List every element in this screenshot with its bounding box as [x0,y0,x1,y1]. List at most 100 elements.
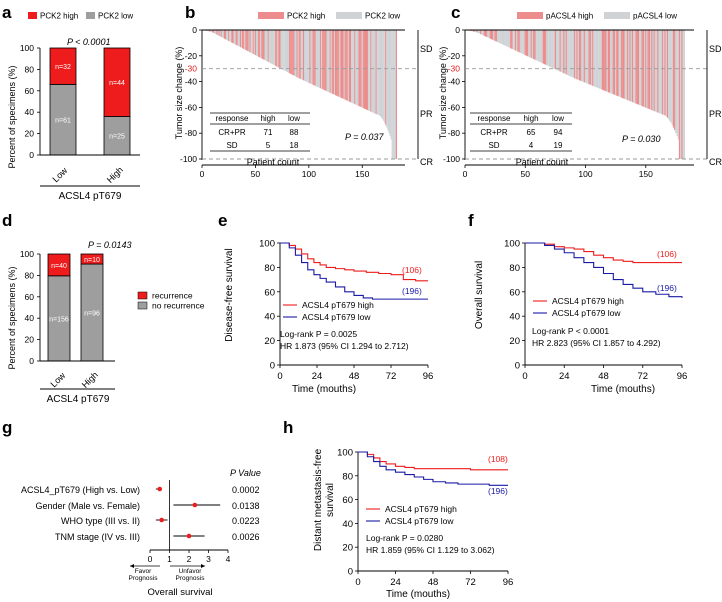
waterfall-bar [531,30,534,59]
waterfall-bar [636,30,638,105]
y-tick-label: 80 [342,471,353,482]
waterfall-bar [671,30,673,126]
waterfall-bar [327,30,329,92]
waterfall-bar [207,30,209,32]
waterfall-bar [594,30,596,87]
x-tick-label: 96 [503,577,514,588]
forest-row-label: Gender (Male vs. Female) [35,501,140,511]
n-low-label: (196) [488,486,508,496]
waterfall-bar [676,30,678,137]
waterfall-bar [289,30,291,74]
hazard-point [192,502,198,508]
table-header: response [216,114,249,123]
waterfall-bar [608,30,611,93]
waterfall-bar [296,30,298,78]
waterfall-bar [256,30,259,57]
waterfall-bar [373,30,375,114]
axes: 0 -20 -40 -60 -80 -100 -30 0 50 100 150 [180,25,419,179]
waterfall-bar [669,30,671,121]
waterfall-bar [298,30,300,79]
waterfall-bar [474,30,476,32]
waterfall-bar [360,30,362,108]
waterfall-bar [631,30,634,103]
forest-plot: 0 1 2 3 4 [130,480,231,568]
waterfall-bar [206,30,208,32]
waterfall-bar [334,30,337,96]
waterfall-bar [370,30,372,112]
y-tick-label: 80 [25,270,35,280]
waterfall-bar [280,30,282,69]
legend-label-high: ACSL4 pT679 high [302,300,374,310]
waterfall-bar [492,30,494,40]
n-high-label: (108) [488,454,508,464]
waterfall-bar [659,30,661,114]
waterfall-bar [682,30,684,159]
waterfall-bar [630,30,632,102]
waterfall-bar [346,30,348,101]
waterfall-bar [470,30,472,32]
waterfall-bar [610,30,612,94]
waterfall-bar [302,30,305,81]
waterfall-bar [358,30,360,107]
waterfall-bar [352,30,354,104]
favor-label: Prognosis [129,575,159,582]
waterfall-bar [387,30,389,131]
waterfall-bar [392,30,394,159]
waterfall-bar [284,30,286,72]
waterfall-bar [494,30,496,41]
waterfall-bar [596,30,599,88]
waterfall-bar [481,30,483,35]
waterfall-bar [640,30,642,106]
legend-swatch-low [336,12,362,19]
zone-pr: PR [420,109,433,119]
y-tick-label: 20 [264,336,275,347]
unfavor-label: Prognosis [176,575,206,582]
x-axis-label: ACSL4 pT679 [47,394,110,405]
bar-count-label: n=96 [84,311,100,318]
waterfall-bar [561,30,564,73]
waterfall-bar [584,30,587,83]
waterfall-bar [600,30,602,90]
waterfall-bar [211,30,213,32]
panel-b: PCK2 high PCK2 low Tumor size change (%)… [174,12,433,180]
waterfall-bar [233,30,235,44]
waterfall-bar [336,30,338,96]
forest-row-label: ACSL4_pT679 (High vs. Low) [21,485,140,495]
waterfall-bar [321,30,323,89]
hazard-point [186,533,192,539]
waterfall-bar [484,30,487,37]
waterfall-bar [535,30,537,61]
waterfall-bar [357,30,359,106]
waterfall-bar [337,30,339,97]
table-header: low [552,114,564,123]
x-axis-label: Patient count [247,157,300,167]
panel-label-c: c [451,3,460,22]
waterfall-bar [589,30,591,85]
waterfall-bar [649,30,652,110]
bar-segment-PCK2-high [103,47,131,117]
waterfall-bar [301,30,303,80]
waterfall-bar [482,30,484,36]
table-cell: CR+PR [218,128,246,137]
waterfall-bar [595,30,598,88]
y-tick-label: 40 [509,312,520,323]
y-tick-label: 0 [29,356,34,366]
y-tick-label: -100 [180,154,197,164]
waterfall-bar [277,30,279,68]
waterfall-bar [259,30,261,58]
waterfall-bar [380,30,383,118]
waterfall-bar [490,30,493,40]
x-tick-label: 96 [423,371,434,382]
waterfall-bar [559,30,561,72]
n-high-label: (106) [402,265,422,275]
legend-swatch-high [258,12,284,19]
waterfall-bar [310,30,312,84]
panel-f: Overall survival 0 20 40 60 80 100 0 24 48 72 96 (… [474,239,687,396]
axes: 0 20 40 60 80 100 0 24 48 72 96 [337,448,513,589]
x-axis-label: Time (mouths) [292,384,356,395]
waterfall-bar [651,30,653,111]
bar-count-label: n=10 [84,257,100,264]
waterfall-bar [592,30,594,86]
waterfall-bar [637,30,640,105]
waterfall-bar [663,30,665,115]
